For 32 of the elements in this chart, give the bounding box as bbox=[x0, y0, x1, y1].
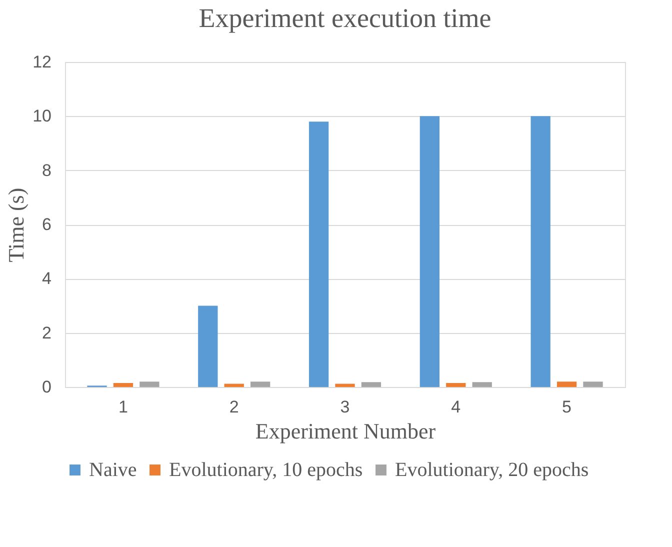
bar bbox=[530, 116, 550, 387]
y-axis-title: Time (s) bbox=[4, 188, 29, 262]
bar bbox=[472, 382, 492, 387]
bar bbox=[198, 306, 218, 387]
x-tick-label: 2 bbox=[229, 398, 239, 416]
x-tick-label: 5 bbox=[562, 398, 572, 416]
y-tick-label: 6 bbox=[42, 215, 52, 234]
bar bbox=[335, 384, 355, 387]
y-tick-label: 2 bbox=[42, 323, 52, 342]
y-tick-label: 8 bbox=[42, 160, 52, 180]
bar bbox=[250, 382, 270, 387]
y-tick-label: 10 bbox=[32, 106, 52, 126]
bar bbox=[556, 382, 577, 387]
bar bbox=[113, 382, 134, 387]
chart-title: Experiment execution time bbox=[198, 3, 492, 33]
x-tick-label: 4 bbox=[451, 398, 461, 416]
y-tick-label: 4 bbox=[42, 269, 52, 288]
y-tick-label: 0 bbox=[42, 378, 52, 396]
bar bbox=[224, 384, 244, 387]
bar bbox=[140, 382, 160, 387]
bar bbox=[446, 382, 466, 387]
bar bbox=[308, 122, 329, 387]
bar bbox=[420, 116, 440, 387]
x-tick-label: 3 bbox=[340, 398, 350, 416]
bar bbox=[583, 382, 603, 387]
legend-label: Evolutionary, 10 epochs bbox=[169, 459, 363, 481]
bar bbox=[361, 382, 382, 387]
x-axis-title: Experiment Number bbox=[255, 418, 436, 444]
y-tick-label: 12 bbox=[32, 52, 52, 72]
x-tick-label: 1 bbox=[118, 398, 128, 416]
legend-label: Evolutionary, 20 epochs bbox=[395, 459, 589, 481]
legend-label: Naive bbox=[89, 459, 137, 481]
